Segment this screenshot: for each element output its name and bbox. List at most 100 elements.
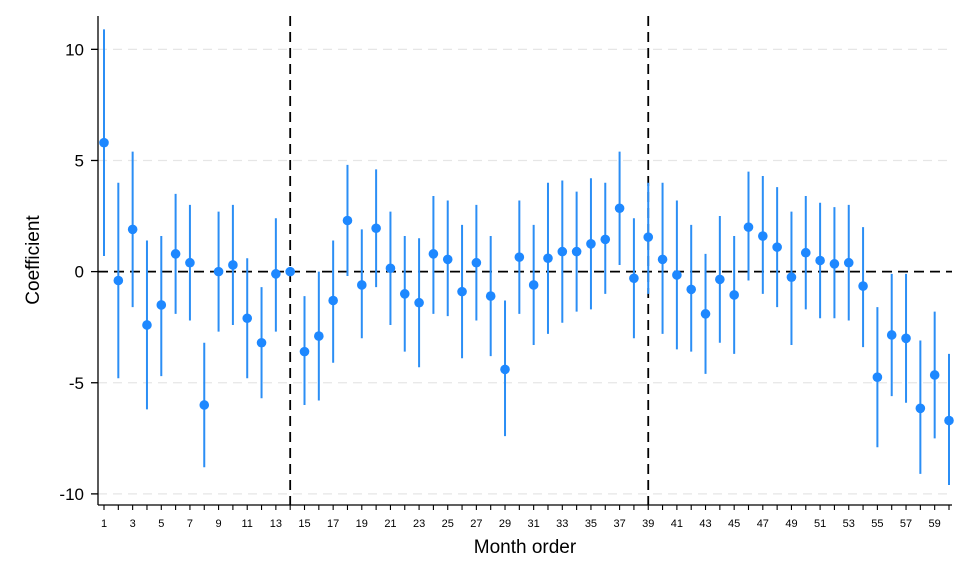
grid-layer — [98, 48, 952, 495]
data-point — [614, 203, 625, 214]
data-point — [786, 272, 797, 282]
x-tick-label: 1 — [101, 518, 107, 530]
data-point — [113, 275, 124, 286]
x-tick-label: 23 — [413, 518, 425, 530]
data-point — [543, 253, 553, 264]
data-point — [471, 257, 482, 268]
data-point — [915, 403, 926, 414]
y-tick-label: -10 — [59, 485, 84, 504]
data-point — [815, 255, 825, 266]
y-axis-title: Coefficient — [23, 215, 44, 305]
data-point — [485, 291, 496, 301]
x-tick-label: 59 — [929, 518, 941, 530]
x-tick-label: 15 — [298, 518, 310, 530]
x-tick-label: 35 — [585, 518, 597, 530]
data-point — [213, 266, 224, 277]
data-point — [399, 289, 410, 299]
x-tick-label: 9 — [216, 518, 222, 530]
data-point — [314, 331, 324, 341]
data-point — [758, 231, 768, 241]
data-point — [371, 223, 381, 234]
data-point — [528, 280, 539, 290]
data-point — [99, 137, 109, 148]
data-point — [586, 239, 596, 249]
x-tick-label: 37 — [613, 518, 625, 530]
x-tick-label: 3 — [130, 518, 136, 530]
data-point — [285, 266, 295, 277]
data-point — [843, 257, 854, 268]
x-tick-label: 53 — [843, 518, 855, 530]
x-tick-label: 17 — [327, 518, 339, 530]
data-point — [700, 309, 711, 319]
data-point — [629, 273, 639, 284]
data-point — [356, 280, 367, 290]
x-tick-label: 39 — [642, 518, 654, 530]
data-point — [829, 259, 840, 269]
y-tick-label: -5 — [69, 374, 84, 393]
data-point — [328, 295, 338, 306]
data-point — [299, 346, 310, 357]
data-point — [643, 232, 654, 242]
data-point — [657, 254, 668, 265]
x-tick-label: 41 — [671, 518, 683, 530]
data-point — [672, 270, 682, 280]
data-point — [457, 286, 467, 297]
data-point — [715, 274, 725, 285]
data-point — [557, 246, 568, 257]
data-point — [500, 364, 510, 375]
data-point — [170, 249, 181, 259]
data-point — [858, 281, 868, 291]
axes — [91, 16, 952, 510]
x-tick-label: 47 — [757, 518, 769, 530]
data-point — [872, 372, 883, 382]
x-tick-label: 19 — [356, 518, 368, 530]
x-tick-label: 25 — [442, 518, 454, 530]
data-point — [342, 215, 353, 226]
x-tick-label: 45 — [728, 518, 740, 530]
x-tick-label: 51 — [814, 518, 826, 530]
x-tick-label: 57 — [900, 518, 912, 530]
x-tick-label: 31 — [528, 518, 540, 530]
data-point — [271, 269, 281, 279]
data-point — [442, 254, 453, 265]
data-point — [944, 415, 954, 426]
x-tick-label: 7 — [187, 518, 193, 530]
x-tick-label: 43 — [699, 518, 711, 530]
data-point — [228, 260, 238, 270]
x-tick-label: 29 — [499, 518, 511, 530]
x-tick-label: 21 — [384, 518, 396, 530]
x-tick-label: 5 — [158, 518, 164, 530]
data-point — [514, 252, 525, 262]
x-tick-label: 49 — [785, 518, 797, 530]
data-point — [886, 330, 897, 340]
data-point — [800, 247, 811, 258]
data-point — [242, 313, 253, 324]
data-point — [929, 370, 940, 380]
data-point — [127, 224, 138, 235]
data-point — [256, 337, 267, 348]
x-tick-label: 13 — [270, 518, 282, 530]
data-point — [156, 300, 167, 310]
data-point — [185, 257, 195, 268]
y-tick-label: 0 — [75, 263, 84, 282]
data-point — [385, 263, 396, 274]
data-point — [729, 290, 739, 300]
data-point — [571, 246, 582, 257]
coefficient-points — [99, 137, 954, 426]
data-point — [414, 297, 424, 308]
data-point — [600, 234, 611, 245]
data-point — [686, 284, 697, 295]
data-point — [428, 249, 439, 259]
x-tick-label: 55 — [871, 518, 883, 530]
x-tick-label: 11 — [242, 518, 253, 530]
data-point — [142, 320, 152, 330]
data-point — [901, 333, 911, 344]
y-tick-label: 5 — [75, 151, 84, 170]
x-tick-label: 33 — [556, 518, 568, 530]
x-tick-label: 27 — [470, 518, 482, 530]
data-point — [199, 400, 210, 410]
data-point — [772, 242, 782, 252]
